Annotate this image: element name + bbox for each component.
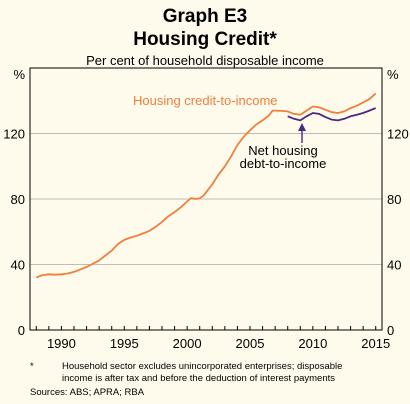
footnote-star: * [30,361,34,372]
footnote-line1: Household sector excludes unincorporated… [62,361,343,372]
chart-subtitle: Per cent of household disposable income [86,53,324,68]
x-tick-1990: 1990 [47,336,76,351]
plot-frame [29,67,383,331]
y-tick-right-80: 80 [387,192,401,207]
y-unit-right: % [387,67,399,82]
y-tick-right-120: 120 [387,127,409,142]
series-label-housing-credit: Housing credit-to-income [133,93,278,108]
x-tick-2010: 2010 [298,336,327,351]
y-tick-left-40: 40 [11,258,25,273]
y-tick-right-40: 40 [387,258,401,273]
x-tick-2000: 2000 [173,336,202,351]
graph-id: Graph E3 [162,6,248,27]
y-unit-left: % [13,67,25,82]
series-label-net-housing-line1: Net housing [248,143,317,158]
y-tick-right-0: 0 [387,323,394,338]
sources-note: Sources: ABS; APRA; RBA [30,387,145,398]
annotation-arrow-head [298,123,306,131]
series-line-housing-credit-to-income [35,92,377,279]
x-tick-2005: 2005 [236,336,265,351]
x-tick-2015: 2015 [361,336,390,351]
y-tick-left-80: 80 [11,192,25,207]
series-line-net-housing-debt-to-income [287,107,377,122]
y-tick-left-0: 0 [18,323,25,338]
chart-title: Housing Credit* [133,29,277,50]
series-label-net-housing-line2: debt-to-income [240,156,327,171]
x-tick-1995: 1995 [110,336,139,351]
y-tick-left-120: 120 [3,127,25,142]
footnote-line2: income is after tax and before the deduc… [62,373,336,384]
